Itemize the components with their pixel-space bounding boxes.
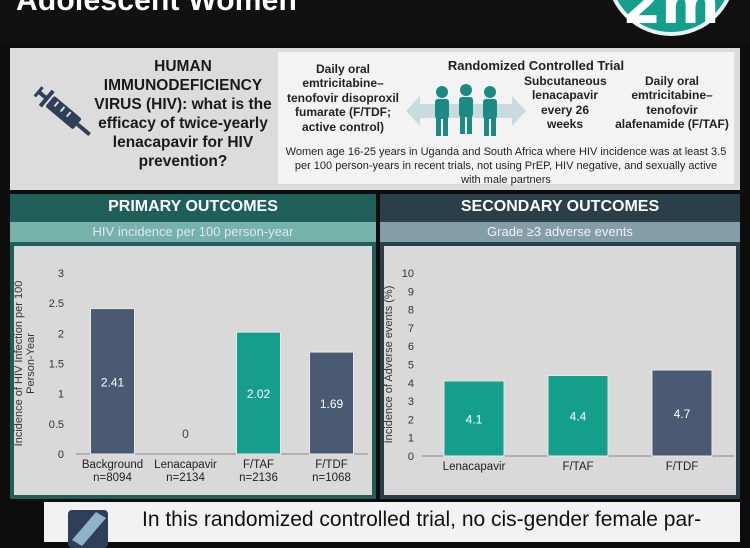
secondary-outcomes-panel: SECONDARY OUTCOMES Grade ≥3 adverse even… (380, 194, 740, 499)
y-tick-label: 0.5 (49, 419, 64, 431)
x-tick-label: F/TAF (243, 459, 274, 471)
data-label: 2.41 (101, 375, 125, 389)
population-description: Women age 16-25 years in Uganda and Sout… (285, 146, 727, 186)
participants-icon (406, 84, 526, 136)
data-label: 4.7 (674, 407, 691, 421)
y-tick-label: 6 (408, 341, 414, 353)
y-tick-label: 10 (402, 268, 414, 280)
bar (309, 351, 354, 455)
x-tick-label: F/TDF (666, 461, 699, 473)
secondary-outcomes-title: SECONDARY OUTCOMES (460, 198, 660, 215)
x-tick-label: Lenacapavir (154, 459, 217, 471)
x-tick-label: F/TAF (562, 461, 593, 473)
trial-title: Randomized Controlled Trial (447, 58, 625, 73)
logo-badge: 2m (606, 0, 736, 37)
page-title: Adolescent Women (16, 0, 298, 17)
y-tick-label: 4 (408, 378, 414, 390)
primary-outcomes-panel: PRIMARY OUTCOMES HIV incidence per 100 p… (10, 194, 376, 499)
conclusion-banner: In this randomized controlled trial, no … (44, 502, 740, 548)
x-tick-sample-size: n=2136 (239, 472, 278, 484)
y-tick-label: 2 (408, 414, 414, 426)
data-label: 4.1 (466, 412, 483, 426)
y-tick-label: 2 (58, 328, 64, 340)
trial-design-box: Randomized Controlled Trial Daily oral e… (278, 52, 734, 186)
trial-arm-ftaf: Daily oral emtricitabine–tenofovir alafe… (615, 74, 729, 132)
header-bar: Adolescent Women 2m (0, 0, 750, 44)
trial-arm-lenacapavir: Subcutaneous lenacapavir every 26 weeks (524, 74, 607, 132)
x-tick-label: F/TDF (315, 459, 348, 471)
x-tick-label: Lenacapavir (443, 461, 506, 473)
conclusion-text: In this randomized controlled trial, no … (142, 508, 702, 531)
study-summary-panel: HUMAN IMMUNODEFICIENCY VIRUS (HIV): what… (10, 48, 740, 190)
y-tick-label: 5 (408, 360, 414, 372)
x-tick-sample-size: n=8094 (93, 472, 132, 484)
x-tick-label: Background (82, 459, 143, 471)
y-tick-label: 9 (408, 286, 414, 298)
y-tick-label: 1 (408, 433, 414, 445)
x-tick-sample-size: n=2134 (166, 472, 205, 484)
y-tick-label: 3 (58, 268, 64, 280)
primary-outcomes-title: PRIMARY OUTCOMES (108, 198, 278, 215)
primary-chart-area: Incidence of HIV Infection per 100Person… (13, 246, 372, 495)
bar (90, 308, 135, 455)
trial-arm-ftdf: Daily oral emtricitabine–tenofovir disop… (286, 62, 399, 134)
y-tick-label: 0 (408, 451, 414, 463)
clipboard-icon (68, 510, 108, 548)
bar (443, 380, 505, 457)
bar (651, 369, 713, 457)
data-label: 4.4 (570, 410, 587, 424)
y-tick-label: 7 (408, 323, 414, 335)
logo-text: 2m (622, 0, 720, 37)
secondary-outcomes-subtitle: Grade ≥3 adverse events (380, 222, 740, 242)
secondary-chart-area: Incidence of Adverse events (%) 0 1 2 3 4 5 6 7 8… (383, 246, 736, 495)
data-label: 0 (182, 427, 189, 441)
y-tick-label: 3 (408, 396, 414, 408)
research-question: HUMAN IMMUNODEFICIENCY VIRUS (HIV): what… (94, 58, 272, 170)
y-tick-label: 1 (58, 389, 64, 401)
primary-outcomes-subtitle: HIV incidence per 100 person-year (10, 222, 376, 242)
y-axis-label: Incidence of Adverse events (%) (384, 286, 395, 444)
bar (547, 374, 609, 457)
y-axis-label: Incidence of HIV Infection per 100Person… (14, 281, 37, 447)
y-tick-label: 2.5 (49, 298, 64, 310)
x-tick-sample-size: n=1068 (312, 472, 351, 484)
data-label: 2.02 (247, 387, 271, 401)
bar (236, 331, 281, 455)
y-tick-label: 1.5 (49, 359, 64, 371)
syringe-icon (33, 86, 91, 137)
hiv-incidence-chart: Incidence of HIV Infection per 100Person… (13, 268, 368, 484)
adverse-events-chart: Incidence of Adverse events (%) 0 1 2 3 4 5 6 7 8… (383, 268, 734, 473)
y-tick-label: 0 (58, 449, 64, 461)
data-label: 1.69 (320, 397, 344, 411)
y-tick-label: 8 (408, 305, 414, 317)
